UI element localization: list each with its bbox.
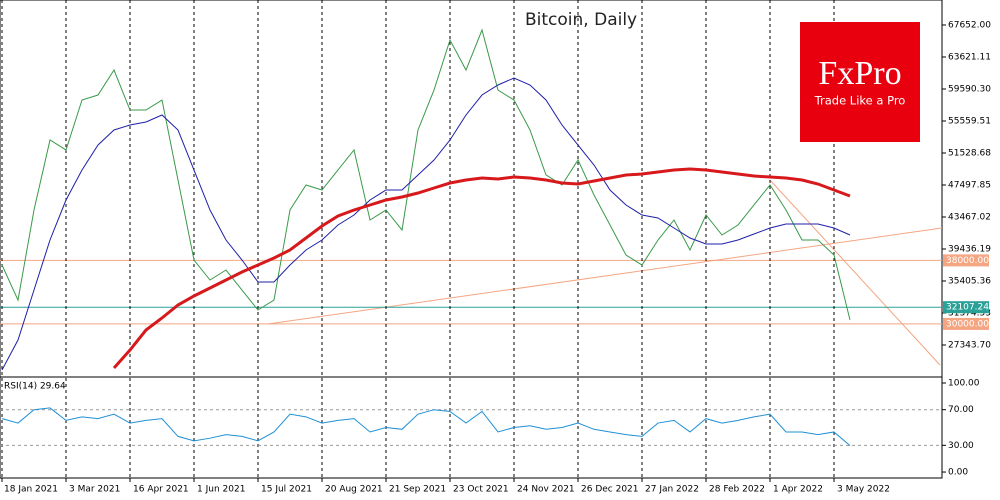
y-tick-label: 0.00	[948, 468, 968, 478]
series-line	[1, 77, 851, 371]
y-tick-label: 27343.70	[948, 341, 991, 351]
x-tick-label: 1 Apr 2022	[773, 485, 823, 495]
y-tick-label: 67652.00	[948, 20, 991, 30]
x-tick-label: 27 Jan 2022	[645, 485, 699, 495]
y-tick-label: 55559.51	[948, 116, 991, 126]
x-tick-label: 16 Apr 2021	[133, 485, 189, 495]
series-line	[1, 28, 851, 321]
x-tick-label: 21 Sep 2021	[389, 485, 446, 495]
logo-slogan: Trade Like a Pro	[814, 94, 906, 108]
level-box	[943, 301, 989, 314]
rsi-label: RSI(14) 29.64	[4, 382, 66, 392]
series-line	[1, 407, 851, 447]
y-tick-label: 30.00	[948, 441, 974, 451]
x-tick-label: 24 Nov 2021	[517, 485, 575, 495]
level-label: 38000.00	[946, 256, 989, 266]
trend-line	[769, 179, 941, 366]
x-tick-label: 3 Mar 2021	[69, 485, 120, 495]
logo-text: FxPro	[818, 55, 901, 92]
chart-title: Bitcoin, Daily	[525, 10, 637, 30]
level-label: 30000.00	[946, 319, 989, 329]
x-tick-label: 23 Oct 2021	[453, 485, 509, 495]
y-tick-label: 43467.02	[948, 213, 991, 223]
x-tick-label: 15 Jul 2021	[261, 485, 312, 495]
level-label: 32107.24	[946, 303, 989, 313]
y-tick-label: 70.00	[948, 405, 974, 415]
x-tick-label: 28 Feb 2022	[709, 485, 765, 495]
level-box	[943, 254, 989, 267]
y-tick-label: 31374.53	[948, 309, 991, 319]
y-tick-label: 47497.85	[948, 181, 991, 191]
y-tick-label: 51528.68	[948, 148, 991, 158]
y-tick-label: 100.00	[948, 378, 980, 388]
y-tick-label: 35405.36	[948, 277, 991, 287]
plot-frame	[0, 0, 943, 479]
x-tick-label: 1 Jun 2021	[197, 485, 245, 495]
y-tick-label: 63621.11	[948, 52, 991, 62]
trend-line	[267, 227, 943, 325]
series-line	[112, 167, 851, 370]
x-tick-label: 18 Jan 2021	[4, 485, 58, 495]
x-tick-label: 20 Aug 2021	[325, 485, 383, 495]
y-tick-label: 39436.19	[948, 245, 991, 255]
x-tick-label: 26 Dec 2021	[581, 485, 639, 495]
x-tick-label: 3 May 2022	[837, 485, 890, 495]
logo-box	[800, 22, 920, 142]
y-tick-label: 59590.30	[948, 84, 991, 94]
level-box	[943, 317, 989, 330]
